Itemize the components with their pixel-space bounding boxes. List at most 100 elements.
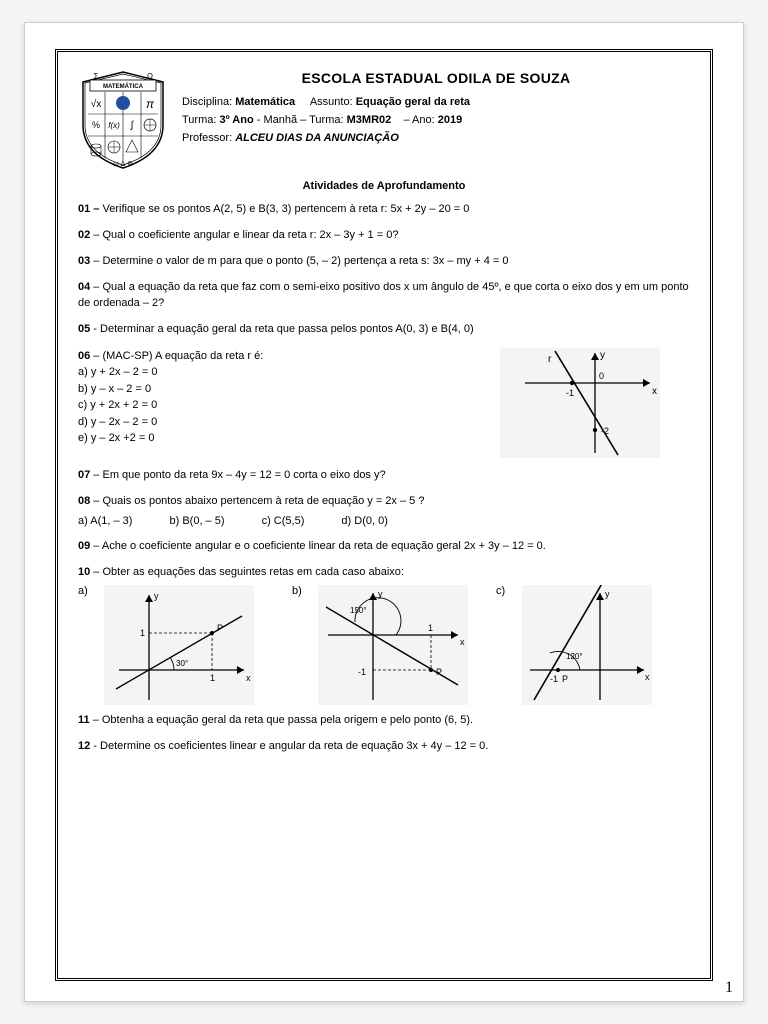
meta-line-1: Disciplina: Matemática Assunto: Equação …	[182, 96, 690, 108]
svg-text:1: 1	[210, 673, 215, 683]
question-10: 10 – Obter as equações das seguintes ret…	[78, 565, 690, 581]
svg-text:MATEMÁTICA: MATEMÁTICA	[103, 83, 144, 90]
q08-opt-a: a) A(1, – 3)	[78, 514, 132, 530]
svg-text:120°: 120°	[566, 652, 583, 661]
qtext-11: Obtenha a equação geral da reta que pass…	[102, 714, 473, 726]
q10-graph-c: x y 120° P -1	[522, 585, 652, 705]
q06-graph: x y r -1 0 -2	[500, 348, 660, 458]
qtext-02: Qual o coeficiente angular e linear da r…	[102, 229, 398, 241]
qtext-03: Determine o valor de m para que o ponto …	[102, 255, 508, 267]
value-assunto: Equação geral da reta	[356, 96, 470, 108]
q06-opt-e: e) y – 2x +2 = 0	[78, 430, 263, 447]
svg-text:f(x): f(x)	[108, 121, 120, 130]
question-07: 07 – Em que ponto da reta 9x – 4y = 12 =…	[78, 468, 690, 484]
svg-text:1: 1	[140, 628, 145, 638]
q06-text-col: 06 – (MAC-SP) A equação da reta r é: a) …	[78, 348, 263, 447]
value-professor: ALCEU DIAS DA ANUNCIAÇÃO	[235, 132, 399, 144]
header-row: MATEMÁTICA √x π % f(x) ∫	[78, 70, 690, 170]
double-border-frame: MATEMÁTICA √x π % f(x) ∫	[55, 49, 713, 981]
qnum-09: 09	[78, 540, 90, 552]
svg-text:x: x	[652, 386, 657, 397]
q08-opt-b: b) B(0, – 5)	[169, 514, 224, 530]
value-disciplina: Matemática	[235, 96, 295, 108]
svg-text:x: x	[246, 673, 251, 683]
qnum-03: 03	[78, 255, 90, 267]
dash-09: –	[90, 540, 102, 552]
dash-11: –	[90, 714, 102, 726]
qnum-06: 06	[78, 350, 90, 362]
qtext-01: Verifique se os pontos A(2, 5) e B(3, 3)…	[102, 203, 469, 215]
q06-opt-b: b) y – x – 2 = 0	[78, 381, 263, 398]
label-assunto: Assunto:	[310, 96, 353, 108]
svg-text:-1: -1	[358, 667, 366, 677]
q06-opt-c: c) y + 2x + 2 = 0	[78, 397, 263, 414]
svg-text:ω: ω	[113, 161, 119, 168]
svg-text:150°: 150°	[350, 606, 367, 615]
question-03: 03 – Determine o valor de m para que o p…	[78, 254, 690, 270]
dash-12: -	[90, 740, 100, 752]
dash-04: –	[90, 281, 102, 293]
qnum-01: 01 –	[78, 203, 99, 215]
qnum-11: 11	[78, 714, 90, 726]
svg-text:1: 1	[428, 623, 433, 633]
q08-options: a) A(1, – 3) b) B(0, – 5) c) C(5,5) d) D…	[78, 514, 690, 530]
qnum-05: 05	[78, 323, 90, 335]
qnum-07: 07	[78, 469, 90, 481]
meta-line-3: Professor: ALCEU DIAS DA ANUNCIAÇÃO	[182, 132, 690, 144]
question-05: 05 - Determinar a equação geral da reta …	[78, 322, 690, 338]
q10-label-c: c)	[496, 585, 514, 597]
svg-text:Φ: Φ	[127, 161, 133, 168]
svg-text:Ω: Ω	[147, 72, 153, 81]
label-professor: Professor:	[182, 132, 232, 144]
qnum-10: 10	[78, 566, 90, 578]
q10-graph-row: a) x y 30° P 1 1	[78, 585, 690, 705]
svg-text:0: 0	[599, 371, 604, 381]
qtext-04: Qual a equação da reta que faz com o sem…	[78, 281, 689, 309]
svg-text:y: y	[600, 350, 605, 361]
math-shield-logo: MATEMÁTICA √x π % f(x) ∫	[78, 70, 168, 170]
dash-07: –	[90, 469, 102, 481]
question-09: 09 – Ache o coeficiente angular e o coef…	[78, 539, 690, 555]
qnum-04: 04	[78, 281, 90, 293]
qtext-05: Determinar a equação geral da reta que p…	[100, 323, 474, 335]
question-06: 06 – (MAC-SP) A equação da reta r é: a) …	[78, 348, 690, 458]
page-number: 1	[725, 979, 733, 997]
svg-text:y: y	[605, 589, 610, 599]
label-manha: - Manhã – Turma:	[257, 114, 344, 126]
question-04: 04 – Qual a equação da reta que faz com …	[78, 280, 690, 312]
dash-02: –	[90, 229, 102, 241]
q10-graph-a: x y 30° P 1 1	[104, 585, 254, 705]
dash-05: -	[90, 323, 100, 335]
label-ano: – Ano:	[403, 114, 434, 126]
dash-06: –	[90, 350, 102, 362]
svg-text:x: x	[645, 672, 650, 682]
qtext-09: Ache o coeficiente angular e o coeficien…	[102, 540, 546, 552]
q10-label-a: a)	[78, 585, 96, 597]
svg-text:√x: √x	[91, 98, 102, 110]
qnum-12: 12	[78, 740, 90, 752]
svg-text:30°: 30°	[176, 659, 188, 668]
page: MATEMÁTICA √x π % f(x) ∫	[24, 22, 744, 1002]
q10-label-b: b)	[292, 585, 310, 597]
svg-text:P: P	[217, 623, 223, 633]
header-text-block: ESCOLA ESTADUAL ODILA DE SOUZA Disciplin…	[182, 70, 690, 150]
qtext-07: Em que ponto da reta 9x – 4y = 12 = 0 co…	[102, 469, 385, 481]
svg-text:π: π	[146, 97, 155, 111]
svg-text:P: P	[562, 674, 568, 684]
value-turma2: M3MR02	[347, 114, 392, 126]
question-02: 02 – Qual o coeficiente angular e linear…	[78, 228, 690, 244]
svg-text:x: x	[460, 637, 465, 647]
dash-08: –	[90, 495, 102, 507]
q06-opt-a: a) y + 2x – 2 = 0	[78, 364, 263, 381]
value-ano: 2019	[438, 114, 462, 126]
qnum-08: 08	[78, 495, 90, 507]
activities-subtitle: Atividades de Aprofundamento	[78, 180, 690, 192]
question-08: 08 – Quais os pontos abaixo pertencem à …	[78, 494, 690, 510]
dash-10: –	[90, 566, 102, 578]
svg-text:Σ: Σ	[94, 72, 99, 81]
qtext-10: Obter as equações das seguintes retas em…	[102, 566, 403, 578]
question-01: 01 – Verifique se os pontos A(2, 5) e B(…	[78, 202, 690, 218]
q08-opt-d: d) D(0, 0)	[341, 514, 387, 530]
svg-text:-2: -2	[601, 426, 609, 436]
svg-text:-1: -1	[550, 674, 558, 684]
